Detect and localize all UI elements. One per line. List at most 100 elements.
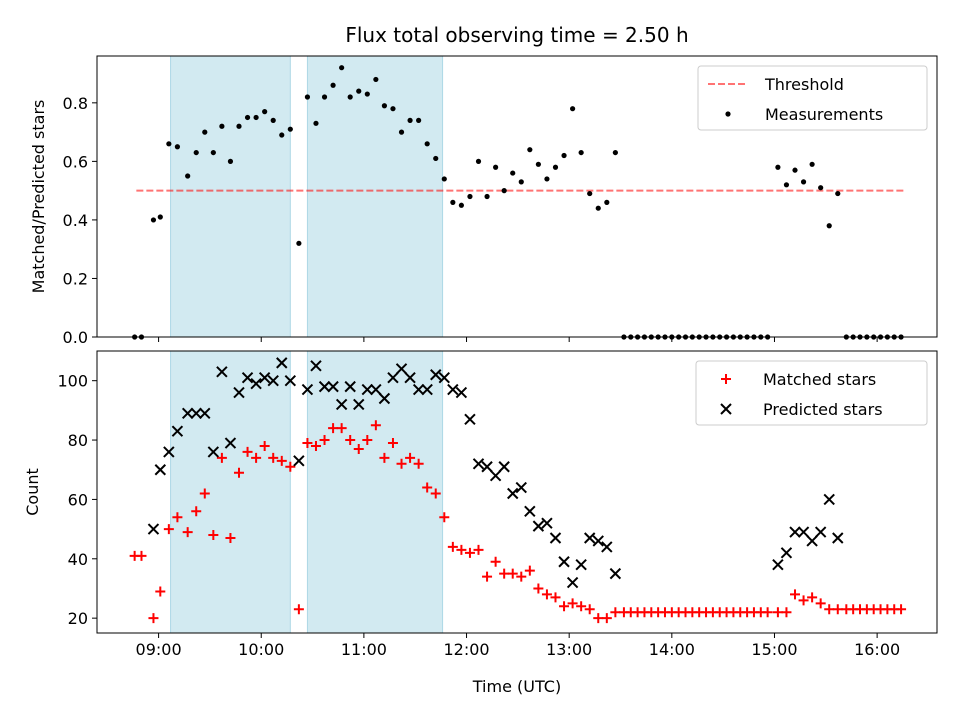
predicted-star-point bbox=[327, 380, 339, 393]
measurement-point bbox=[800, 179, 807, 185]
measurement-point bbox=[166, 141, 172, 147]
measurement-point bbox=[296, 240, 302, 246]
measurement-point bbox=[612, 149, 618, 156]
observing-interval-band bbox=[306, 55, 444, 338]
observing-interval-band bbox=[170, 350, 291, 634]
measurement-point bbox=[253, 114, 259, 121]
x-tick-label: 10:00 bbox=[238, 640, 284, 659]
matched-star-point bbox=[191, 506, 202, 517]
predicted-star-point bbox=[472, 458, 485, 470]
predicted-star-point bbox=[163, 446, 175, 458]
axes-frame bbox=[96, 55, 938, 338]
matched-star-point bbox=[396, 458, 407, 469]
predicted-star-point bbox=[361, 383, 374, 396]
measurement-point bbox=[185, 173, 191, 179]
matched-star-point bbox=[798, 595, 809, 606]
matched-star-point bbox=[447, 541, 458, 552]
measurement-point bbox=[398, 129, 405, 135]
predicted-star-point bbox=[404, 372, 416, 384]
legend-label: Threshold bbox=[764, 75, 844, 94]
predicted-star-point bbox=[250, 377, 262, 390]
legend-matched-swatch bbox=[721, 374, 731, 384]
measurement-point bbox=[174, 144, 181, 150]
measurement-point bbox=[424, 141, 430, 147]
predicted-star-point bbox=[301, 383, 314, 396]
predicted-star-point bbox=[447, 383, 459, 396]
x-tick-label: 09:00 bbox=[136, 640, 182, 659]
predicted-star-point bbox=[592, 535, 604, 547]
predicted-star-point bbox=[558, 556, 570, 568]
matched-star-point bbox=[379, 452, 390, 463]
predicted-star-point bbox=[584, 532, 596, 544]
predicted-star-point bbox=[318, 380, 331, 393]
y-tick-label: 0.6 bbox=[63, 152, 88, 171]
chart-title: Flux total observing time = 2.50 h bbox=[345, 23, 688, 47]
matched-star-point bbox=[353, 443, 364, 454]
observing-interval-band bbox=[306, 350, 444, 634]
matched-star-point bbox=[242, 446, 253, 457]
measurement-point bbox=[236, 123, 242, 129]
predicted-star-point bbox=[464, 413, 476, 425]
matched-star-point bbox=[499, 568, 510, 579]
matched-star-point bbox=[422, 482, 433, 493]
predicted-star-point bbox=[207, 446, 220, 458]
measurement-point bbox=[313, 120, 319, 126]
matched-star-point bbox=[345, 435, 356, 446]
measurement-point bbox=[433, 155, 439, 162]
y-tick-label: 20 bbox=[68, 609, 88, 628]
matched-star-point bbox=[251, 452, 262, 463]
matched-star-point bbox=[430, 488, 441, 499]
measurement-point bbox=[202, 129, 208, 135]
y-tick-label: 100 bbox=[57, 372, 88, 391]
measurement-point bbox=[818, 185, 824, 191]
x-tick-label: 12:00 bbox=[443, 640, 489, 659]
series-matched-stars bbox=[129, 420, 907, 624]
y-tick-label: 60 bbox=[68, 490, 88, 509]
matched-star-point bbox=[762, 607, 773, 618]
measurement-point bbox=[544, 176, 550, 182]
matched-star-point bbox=[807, 592, 818, 603]
series-predicted-stars bbox=[147, 357, 844, 589]
measurement-point bbox=[510, 170, 516, 176]
measurement-point bbox=[493, 164, 499, 170]
measurement-point bbox=[219, 123, 225, 129]
legend-box bbox=[697, 65, 928, 131]
legend-box bbox=[695, 360, 928, 426]
legend-label: Predicted stars bbox=[763, 400, 883, 419]
matched-star-point bbox=[172, 512, 183, 523]
matched-star-point bbox=[225, 533, 236, 544]
predicted-star-point bbox=[566, 576, 579, 589]
x-tick-label: 16:00 bbox=[854, 640, 900, 659]
matched-star-point bbox=[610, 607, 621, 618]
predicted-star-point bbox=[395, 363, 408, 375]
predicted-star-point bbox=[267, 374, 279, 387]
matched-star-point bbox=[772, 607, 783, 618]
predicted-star-point bbox=[284, 374, 297, 387]
predicted-star-point bbox=[541, 517, 553, 529]
predicted-star-point bbox=[549, 532, 562, 544]
bottom-panel: 09:00 10:00 11:00 12:00 13:00 14:00 15:00 16:00… bbox=[23, 350, 938, 696]
predicted-star-point bbox=[772, 559, 784, 571]
matched-star-point bbox=[456, 544, 467, 555]
measurement-point bbox=[484, 193, 490, 200]
predicted-star-point bbox=[814, 526, 827, 538]
measurement-point bbox=[321, 94, 328, 100]
predicted-star-point bbox=[181, 407, 194, 420]
predicted-star-point bbox=[507, 487, 519, 500]
measurement-point bbox=[792, 167, 798, 173]
predicted-star-point bbox=[293, 455, 305, 467]
predicted-star-point bbox=[353, 398, 365, 411]
predicted-star-point bbox=[455, 386, 468, 399]
measurement-point bbox=[535, 161, 541, 167]
y-tick-label: 80 bbox=[68, 431, 88, 450]
matched-star-point bbox=[155, 586, 166, 597]
matched-star-point bbox=[182, 527, 193, 538]
measurement-point bbox=[416, 117, 422, 123]
measurement-point bbox=[475, 158, 482, 164]
measurement-point bbox=[390, 106, 396, 112]
predicted-star-point bbox=[171, 425, 184, 437]
y-tick-label: 0.2 bbox=[63, 269, 88, 288]
measurement-point bbox=[193, 149, 199, 156]
matched-star-point bbox=[319, 435, 330, 446]
